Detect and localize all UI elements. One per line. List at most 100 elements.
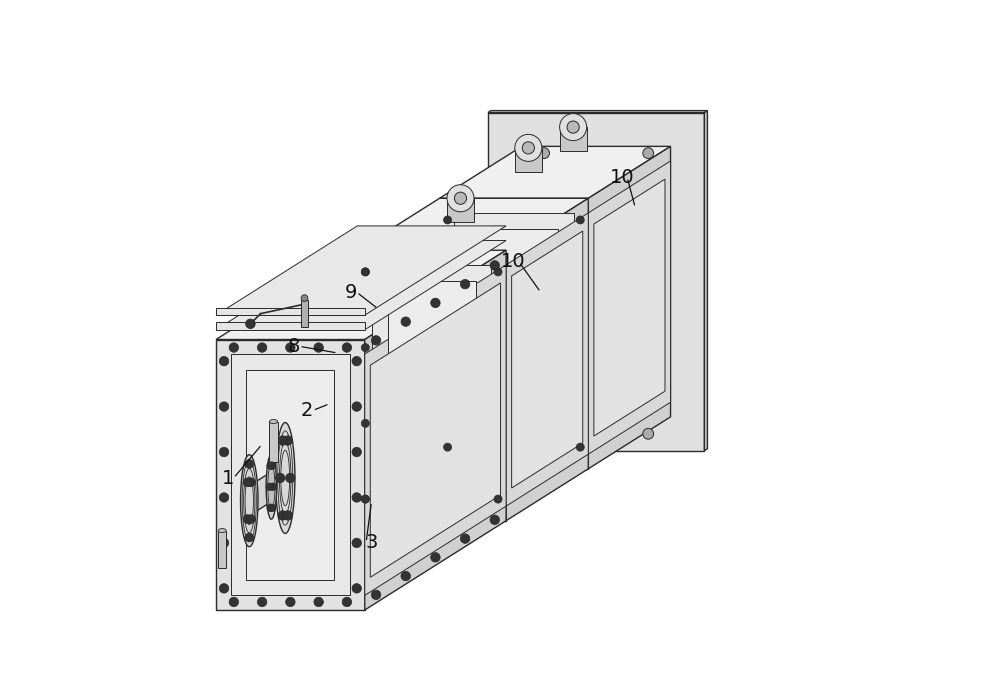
Circle shape: [278, 511, 287, 520]
Circle shape: [431, 553, 440, 562]
Text: 1: 1: [222, 469, 234, 488]
Circle shape: [460, 534, 470, 543]
Circle shape: [460, 280, 470, 289]
Polygon shape: [370, 283, 501, 577]
Circle shape: [401, 571, 410, 581]
Polygon shape: [246, 370, 334, 580]
Circle shape: [278, 436, 287, 445]
Circle shape: [576, 216, 584, 224]
Text: 10: 10: [609, 168, 634, 187]
Polygon shape: [470, 229, 558, 439]
Circle shape: [352, 493, 361, 502]
Circle shape: [342, 343, 352, 352]
Circle shape: [361, 268, 369, 276]
Ellipse shape: [218, 528, 226, 532]
Circle shape: [643, 148, 654, 158]
Polygon shape: [216, 323, 365, 330]
Circle shape: [352, 356, 361, 366]
Circle shape: [494, 268, 502, 276]
Circle shape: [257, 598, 267, 607]
Polygon shape: [588, 161, 671, 454]
Text: 8: 8: [288, 337, 300, 356]
Circle shape: [247, 478, 255, 487]
Polygon shape: [506, 213, 588, 506]
Circle shape: [539, 428, 549, 439]
Circle shape: [267, 462, 274, 469]
Circle shape: [267, 504, 274, 511]
Polygon shape: [216, 251, 506, 340]
Ellipse shape: [454, 192, 467, 204]
Circle shape: [246, 319, 255, 329]
Ellipse shape: [276, 422, 295, 534]
Circle shape: [283, 436, 293, 445]
Circle shape: [352, 447, 361, 457]
Polygon shape: [357, 198, 588, 251]
Circle shape: [494, 495, 502, 503]
Ellipse shape: [268, 464, 275, 509]
Polygon shape: [588, 147, 671, 469]
Circle shape: [342, 598, 352, 607]
Circle shape: [444, 443, 452, 451]
Polygon shape: [447, 198, 474, 222]
Circle shape: [245, 460, 254, 469]
Polygon shape: [218, 530, 226, 568]
Circle shape: [219, 402, 229, 411]
Ellipse shape: [266, 454, 277, 519]
Circle shape: [275, 473, 285, 483]
Circle shape: [268, 462, 276, 469]
Circle shape: [490, 261, 500, 270]
Circle shape: [314, 598, 323, 607]
Ellipse shape: [522, 142, 534, 154]
Polygon shape: [216, 226, 506, 315]
Text: 9: 9: [345, 282, 357, 301]
Circle shape: [243, 478, 252, 487]
Circle shape: [361, 268, 369, 276]
Circle shape: [431, 298, 440, 308]
Circle shape: [257, 343, 267, 352]
Polygon shape: [440, 147, 671, 198]
Polygon shape: [512, 231, 583, 488]
Circle shape: [243, 515, 252, 524]
Text: 3: 3: [365, 533, 378, 552]
Circle shape: [352, 402, 361, 411]
Ellipse shape: [567, 121, 579, 133]
Circle shape: [361, 344, 369, 352]
Circle shape: [361, 495, 369, 503]
Circle shape: [266, 483, 273, 490]
Polygon shape: [365, 251, 506, 610]
Polygon shape: [454, 213, 574, 454]
Circle shape: [229, 343, 239, 352]
Polygon shape: [357, 251, 506, 521]
Polygon shape: [515, 148, 542, 172]
Polygon shape: [269, 422, 278, 462]
Polygon shape: [488, 113, 704, 451]
Circle shape: [219, 447, 229, 457]
Polygon shape: [560, 127, 587, 151]
Circle shape: [361, 420, 369, 427]
Circle shape: [444, 216, 452, 224]
Polygon shape: [254, 463, 285, 513]
Circle shape: [361, 495, 369, 503]
Circle shape: [371, 590, 381, 600]
Circle shape: [352, 538, 361, 548]
Circle shape: [219, 584, 229, 593]
Circle shape: [219, 356, 229, 366]
Text: 2: 2: [301, 401, 313, 420]
Polygon shape: [231, 354, 350, 595]
Circle shape: [247, 515, 255, 524]
Circle shape: [229, 598, 239, 607]
Circle shape: [286, 473, 295, 483]
Ellipse shape: [269, 420, 278, 424]
Ellipse shape: [301, 295, 308, 301]
Circle shape: [219, 493, 229, 502]
Ellipse shape: [560, 113, 587, 141]
Ellipse shape: [515, 134, 542, 162]
Polygon shape: [365, 265, 506, 595]
Polygon shape: [704, 111, 707, 451]
Circle shape: [268, 504, 276, 511]
Circle shape: [283, 511, 293, 520]
Polygon shape: [388, 280, 476, 490]
Circle shape: [352, 584, 361, 593]
Ellipse shape: [241, 455, 258, 547]
Circle shape: [490, 515, 500, 525]
